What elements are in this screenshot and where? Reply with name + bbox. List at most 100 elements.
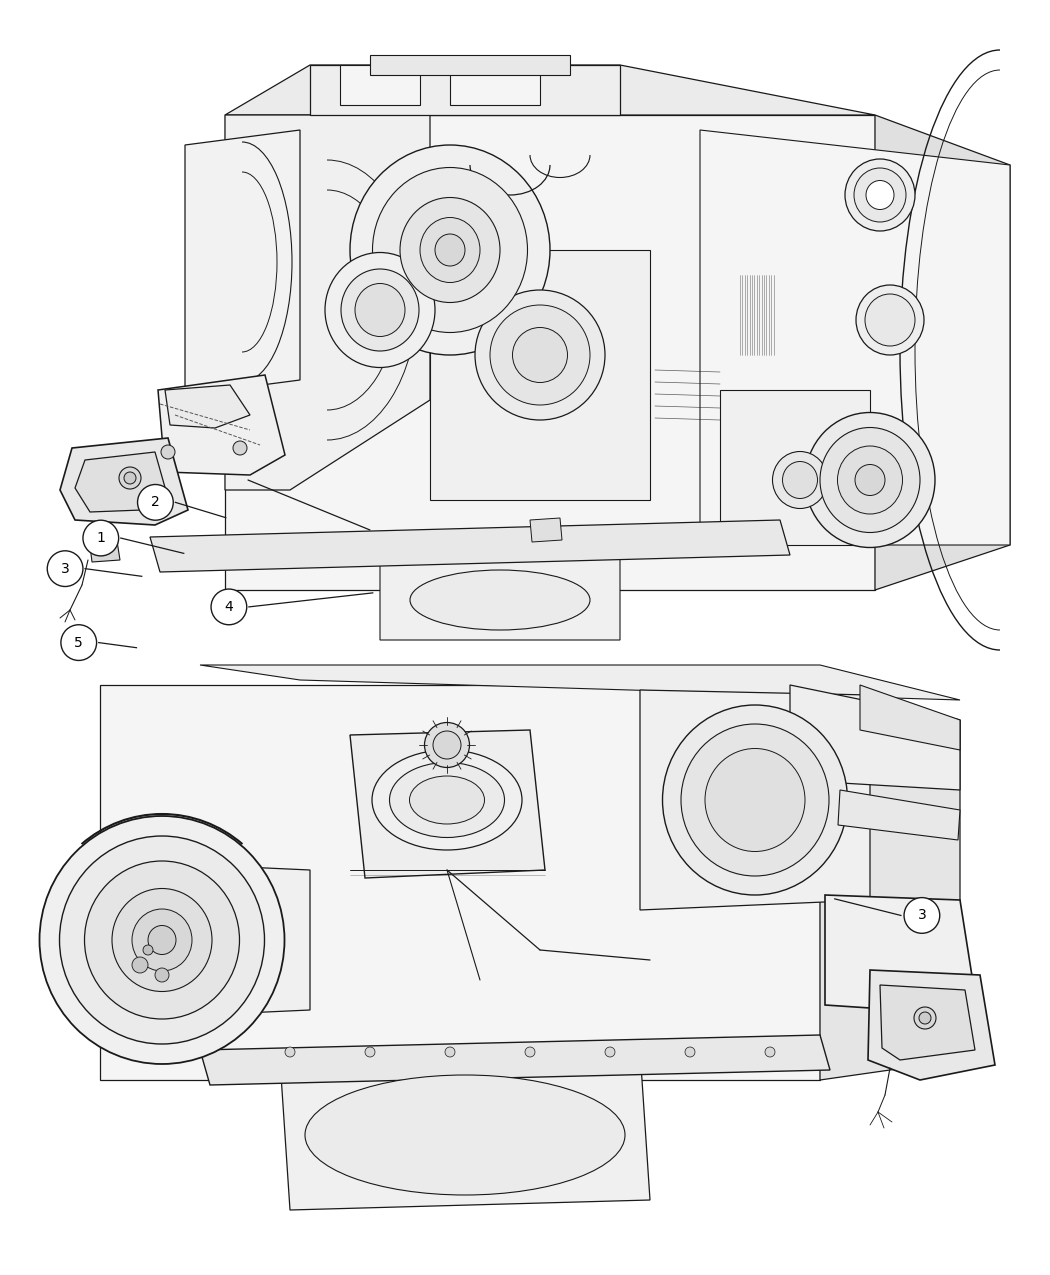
Polygon shape	[340, 65, 420, 105]
Ellipse shape	[765, 1047, 775, 1057]
Polygon shape	[820, 685, 960, 1080]
Ellipse shape	[420, 218, 480, 283]
Polygon shape	[310, 65, 620, 115]
Ellipse shape	[424, 723, 469, 768]
Polygon shape	[380, 550, 620, 640]
Polygon shape	[825, 895, 975, 1010]
Text: 1: 1	[97, 532, 105, 544]
Ellipse shape	[705, 748, 805, 852]
Polygon shape	[838, 790, 960, 840]
Ellipse shape	[866, 181, 894, 209]
Text: 3: 3	[918, 909, 926, 922]
Ellipse shape	[805, 413, 934, 547]
Circle shape	[211, 589, 247, 625]
Ellipse shape	[782, 462, 818, 499]
Ellipse shape	[119, 467, 141, 490]
Ellipse shape	[233, 441, 247, 455]
Ellipse shape	[410, 776, 484, 824]
Polygon shape	[350, 731, 545, 878]
Ellipse shape	[525, 1047, 536, 1057]
Polygon shape	[200, 666, 960, 700]
Ellipse shape	[84, 861, 239, 1019]
Polygon shape	[880, 986, 975, 1060]
Ellipse shape	[681, 724, 830, 876]
Polygon shape	[530, 518, 562, 542]
Ellipse shape	[845, 159, 915, 231]
Ellipse shape	[350, 145, 550, 354]
Ellipse shape	[143, 945, 153, 955]
Ellipse shape	[856, 286, 924, 354]
Ellipse shape	[854, 168, 906, 222]
Ellipse shape	[410, 570, 590, 630]
Ellipse shape	[40, 816, 285, 1065]
Ellipse shape	[400, 198, 500, 302]
Ellipse shape	[838, 446, 903, 514]
Ellipse shape	[490, 305, 590, 405]
Polygon shape	[150, 520, 790, 572]
Ellipse shape	[433, 731, 461, 759]
Ellipse shape	[919, 1012, 931, 1024]
Ellipse shape	[820, 427, 920, 533]
Polygon shape	[430, 250, 650, 500]
Circle shape	[138, 484, 173, 520]
Ellipse shape	[132, 909, 192, 972]
Text: 3: 3	[61, 562, 69, 575]
Text: 5: 5	[75, 636, 83, 649]
Ellipse shape	[435, 235, 465, 266]
Circle shape	[61, 625, 97, 660]
Ellipse shape	[372, 750, 522, 850]
Ellipse shape	[60, 836, 265, 1044]
Ellipse shape	[663, 705, 847, 895]
Polygon shape	[370, 55, 570, 75]
Ellipse shape	[685, 1047, 695, 1057]
Ellipse shape	[148, 926, 176, 955]
Ellipse shape	[365, 1047, 375, 1057]
Text: 4: 4	[225, 601, 233, 613]
Polygon shape	[200, 864, 310, 1015]
Ellipse shape	[605, 1047, 615, 1057]
Ellipse shape	[341, 269, 419, 351]
Ellipse shape	[355, 283, 405, 337]
Polygon shape	[860, 685, 960, 750]
Ellipse shape	[155, 968, 169, 982]
Ellipse shape	[773, 451, 827, 509]
Ellipse shape	[161, 445, 175, 459]
Circle shape	[83, 520, 119, 556]
Circle shape	[904, 898, 940, 933]
Polygon shape	[75, 453, 168, 513]
Polygon shape	[640, 690, 870, 910]
Ellipse shape	[855, 464, 885, 496]
Ellipse shape	[326, 252, 435, 367]
Polygon shape	[158, 375, 285, 476]
Ellipse shape	[112, 889, 212, 992]
Text: 2: 2	[151, 496, 160, 509]
Ellipse shape	[475, 289, 605, 419]
Polygon shape	[185, 130, 300, 395]
Polygon shape	[165, 385, 250, 428]
Ellipse shape	[914, 1007, 936, 1029]
Polygon shape	[868, 970, 995, 1080]
Ellipse shape	[445, 1047, 455, 1057]
Circle shape	[47, 551, 83, 586]
Polygon shape	[225, 115, 875, 590]
Ellipse shape	[124, 472, 136, 484]
Polygon shape	[720, 390, 870, 544]
Polygon shape	[450, 65, 540, 105]
Ellipse shape	[390, 762, 504, 838]
Polygon shape	[700, 130, 1010, 544]
Polygon shape	[200, 1035, 830, 1085]
Polygon shape	[225, 65, 875, 115]
Polygon shape	[280, 1051, 650, 1210]
Ellipse shape	[373, 167, 527, 333]
Polygon shape	[88, 528, 120, 562]
Ellipse shape	[512, 328, 567, 382]
Ellipse shape	[285, 1047, 295, 1057]
Ellipse shape	[132, 958, 148, 973]
Polygon shape	[60, 439, 188, 525]
Polygon shape	[100, 685, 820, 1080]
Ellipse shape	[865, 295, 915, 346]
Polygon shape	[790, 685, 960, 790]
Ellipse shape	[304, 1075, 625, 1195]
Polygon shape	[225, 115, 430, 490]
Polygon shape	[875, 115, 1010, 590]
